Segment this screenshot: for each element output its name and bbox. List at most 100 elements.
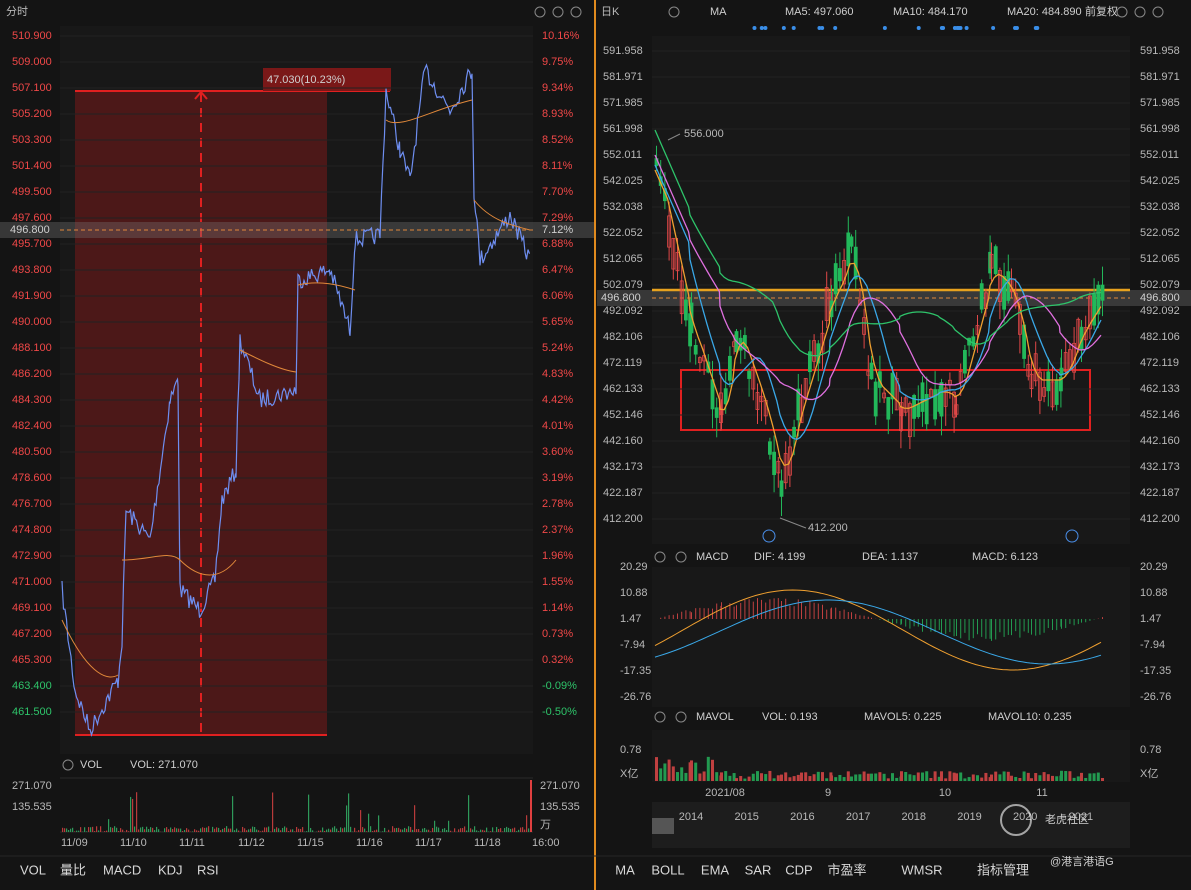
- indicator-tab[interactable]: KDJ: [158, 862, 183, 877]
- mavol-bar: [878, 772, 882, 781]
- candle: [993, 246, 998, 275]
- volume-bar: [502, 831, 504, 832]
- header-icon[interactable]: [1152, 6, 1164, 18]
- volume-bar: [212, 826, 214, 832]
- candle: [1088, 295, 1092, 330]
- candle: [751, 366, 756, 390]
- volume-bar: [500, 828, 502, 832]
- signal-dot: [958, 26, 963, 30]
- indicator-tab[interactable]: 市盈率: [827, 862, 866, 877]
- candle: [792, 426, 796, 438]
- volume-bar: [136, 792, 138, 832]
- volume-bar: [232, 796, 234, 832]
- mavol-bar: [1014, 776, 1018, 781]
- price-label: 442.160: [603, 435, 643, 447]
- price-label: 490.000: [12, 316, 52, 328]
- volume-bar: [72, 827, 74, 832]
- price-label: 491.900: [12, 290, 52, 302]
- date-label: 11/17: [415, 837, 442, 849]
- mavol-bar: [747, 776, 751, 781]
- indicator-tab[interactable]: 指标管理: [977, 862, 1029, 877]
- volume-bar: [466, 830, 468, 832]
- mavol-bar: [874, 773, 878, 781]
- indicator-tab[interactable]: RSI: [197, 862, 219, 877]
- candle: [916, 403, 921, 418]
- year-label: 2015: [734, 811, 758, 823]
- volume-bar: [196, 830, 198, 832]
- candle: [939, 382, 944, 417]
- mavol-bar: [655, 757, 658, 781]
- mavol-bar: [743, 778, 747, 781]
- volume-bar: [188, 829, 190, 832]
- mavol-label: 0.78: [1140, 744, 1161, 756]
- macd-label: -26.76: [1140, 691, 1171, 703]
- mavol-bar: [925, 771, 929, 781]
- header-icon[interactable]: [1116, 6, 1128, 18]
- macd-label: -17.35: [620, 665, 651, 677]
- adjust[interactable]: 前复权: [1085, 4, 1118, 18]
- ma20: MA20: 484.890: [1007, 6, 1082, 18]
- volume-bar: [482, 829, 484, 832]
- volume-bar: [478, 831, 480, 832]
- avg-line: [61, 99, 531, 678]
- volume-bar: [222, 828, 224, 832]
- indicator-tab[interactable]: MACD: [103, 862, 141, 877]
- indicator-tab[interactable]: 量比: [60, 862, 86, 877]
- header-icon[interactable]: [552, 6, 564, 18]
- mavol-bar: [916, 772, 920, 781]
- volume-bar: [234, 830, 236, 832]
- mavol-bar: [1046, 774, 1050, 781]
- date-label: 11/11: [179, 837, 205, 849]
- volume-bar: [350, 826, 352, 832]
- price-label: 486.200: [12, 368, 52, 380]
- mavol-bar: [967, 777, 971, 781]
- candle: [899, 402, 904, 417]
- panel-title: 分时: [6, 5, 28, 18]
- macd-area: [652, 567, 1130, 707]
- indicator-tab[interactable]: BOLL: [651, 862, 684, 877]
- mavol-bar: [1002, 771, 1006, 781]
- navigator: [652, 802, 1130, 848]
- volume-bar: [108, 819, 110, 832]
- price-label: 432.173: [1140, 461, 1180, 473]
- panel-divider: [594, 0, 596, 890]
- candle: [998, 270, 1002, 302]
- candle: [693, 344, 698, 355]
- signal-dot: [1013, 26, 1018, 30]
- header-icon[interactable]: [570, 6, 582, 18]
- volume-bar: [114, 826, 116, 832]
- mavol-bar: [959, 772, 963, 781]
- mavol-bar: [937, 776, 941, 781]
- macd-dea: DEA: 1.137: [862, 551, 918, 563]
- mavol-bar: [866, 773, 870, 781]
- indicator-tab[interactable]: EMA: [701, 862, 730, 877]
- macd-label: 1.47: [620, 613, 641, 625]
- volume-bar: [340, 827, 342, 832]
- percent-label: 8.93%: [542, 108, 573, 120]
- price-label: 571.985: [1140, 97, 1180, 109]
- volume-label: 271.070: [12, 780, 52, 792]
- mavol-bar: [1034, 773, 1038, 781]
- indicator-tab[interactable]: VOL: [20, 862, 46, 877]
- candle: [783, 453, 788, 484]
- signal-dot: [952, 26, 957, 30]
- volume-bar: [140, 827, 142, 832]
- candle: [728, 355, 732, 381]
- mavol-bar: [780, 774, 783, 781]
- panel-icon: [675, 551, 687, 563]
- indicator-tab[interactable]: MA: [615, 862, 635, 877]
- volume-bar: [216, 827, 218, 832]
- header-icon[interactable]: [534, 6, 546, 18]
- header-icon[interactable]: [1134, 6, 1146, 18]
- candle: [842, 260, 846, 285]
- indicator-tab[interactable]: CDP: [785, 862, 812, 877]
- dea-line: [654, 599, 1102, 665]
- current-price: 496.800: [10, 224, 50, 236]
- watermark-logo: [1000, 804, 1032, 836]
- indicator-tab[interactable]: SAR: [745, 862, 772, 877]
- volume-bar: [448, 820, 450, 832]
- candle: [849, 236, 854, 247]
- indicator-tab[interactable]: WMSR: [901, 862, 942, 877]
- mavol-title: MAVOL: [696, 711, 734, 723]
- volume-bar: [106, 830, 108, 832]
